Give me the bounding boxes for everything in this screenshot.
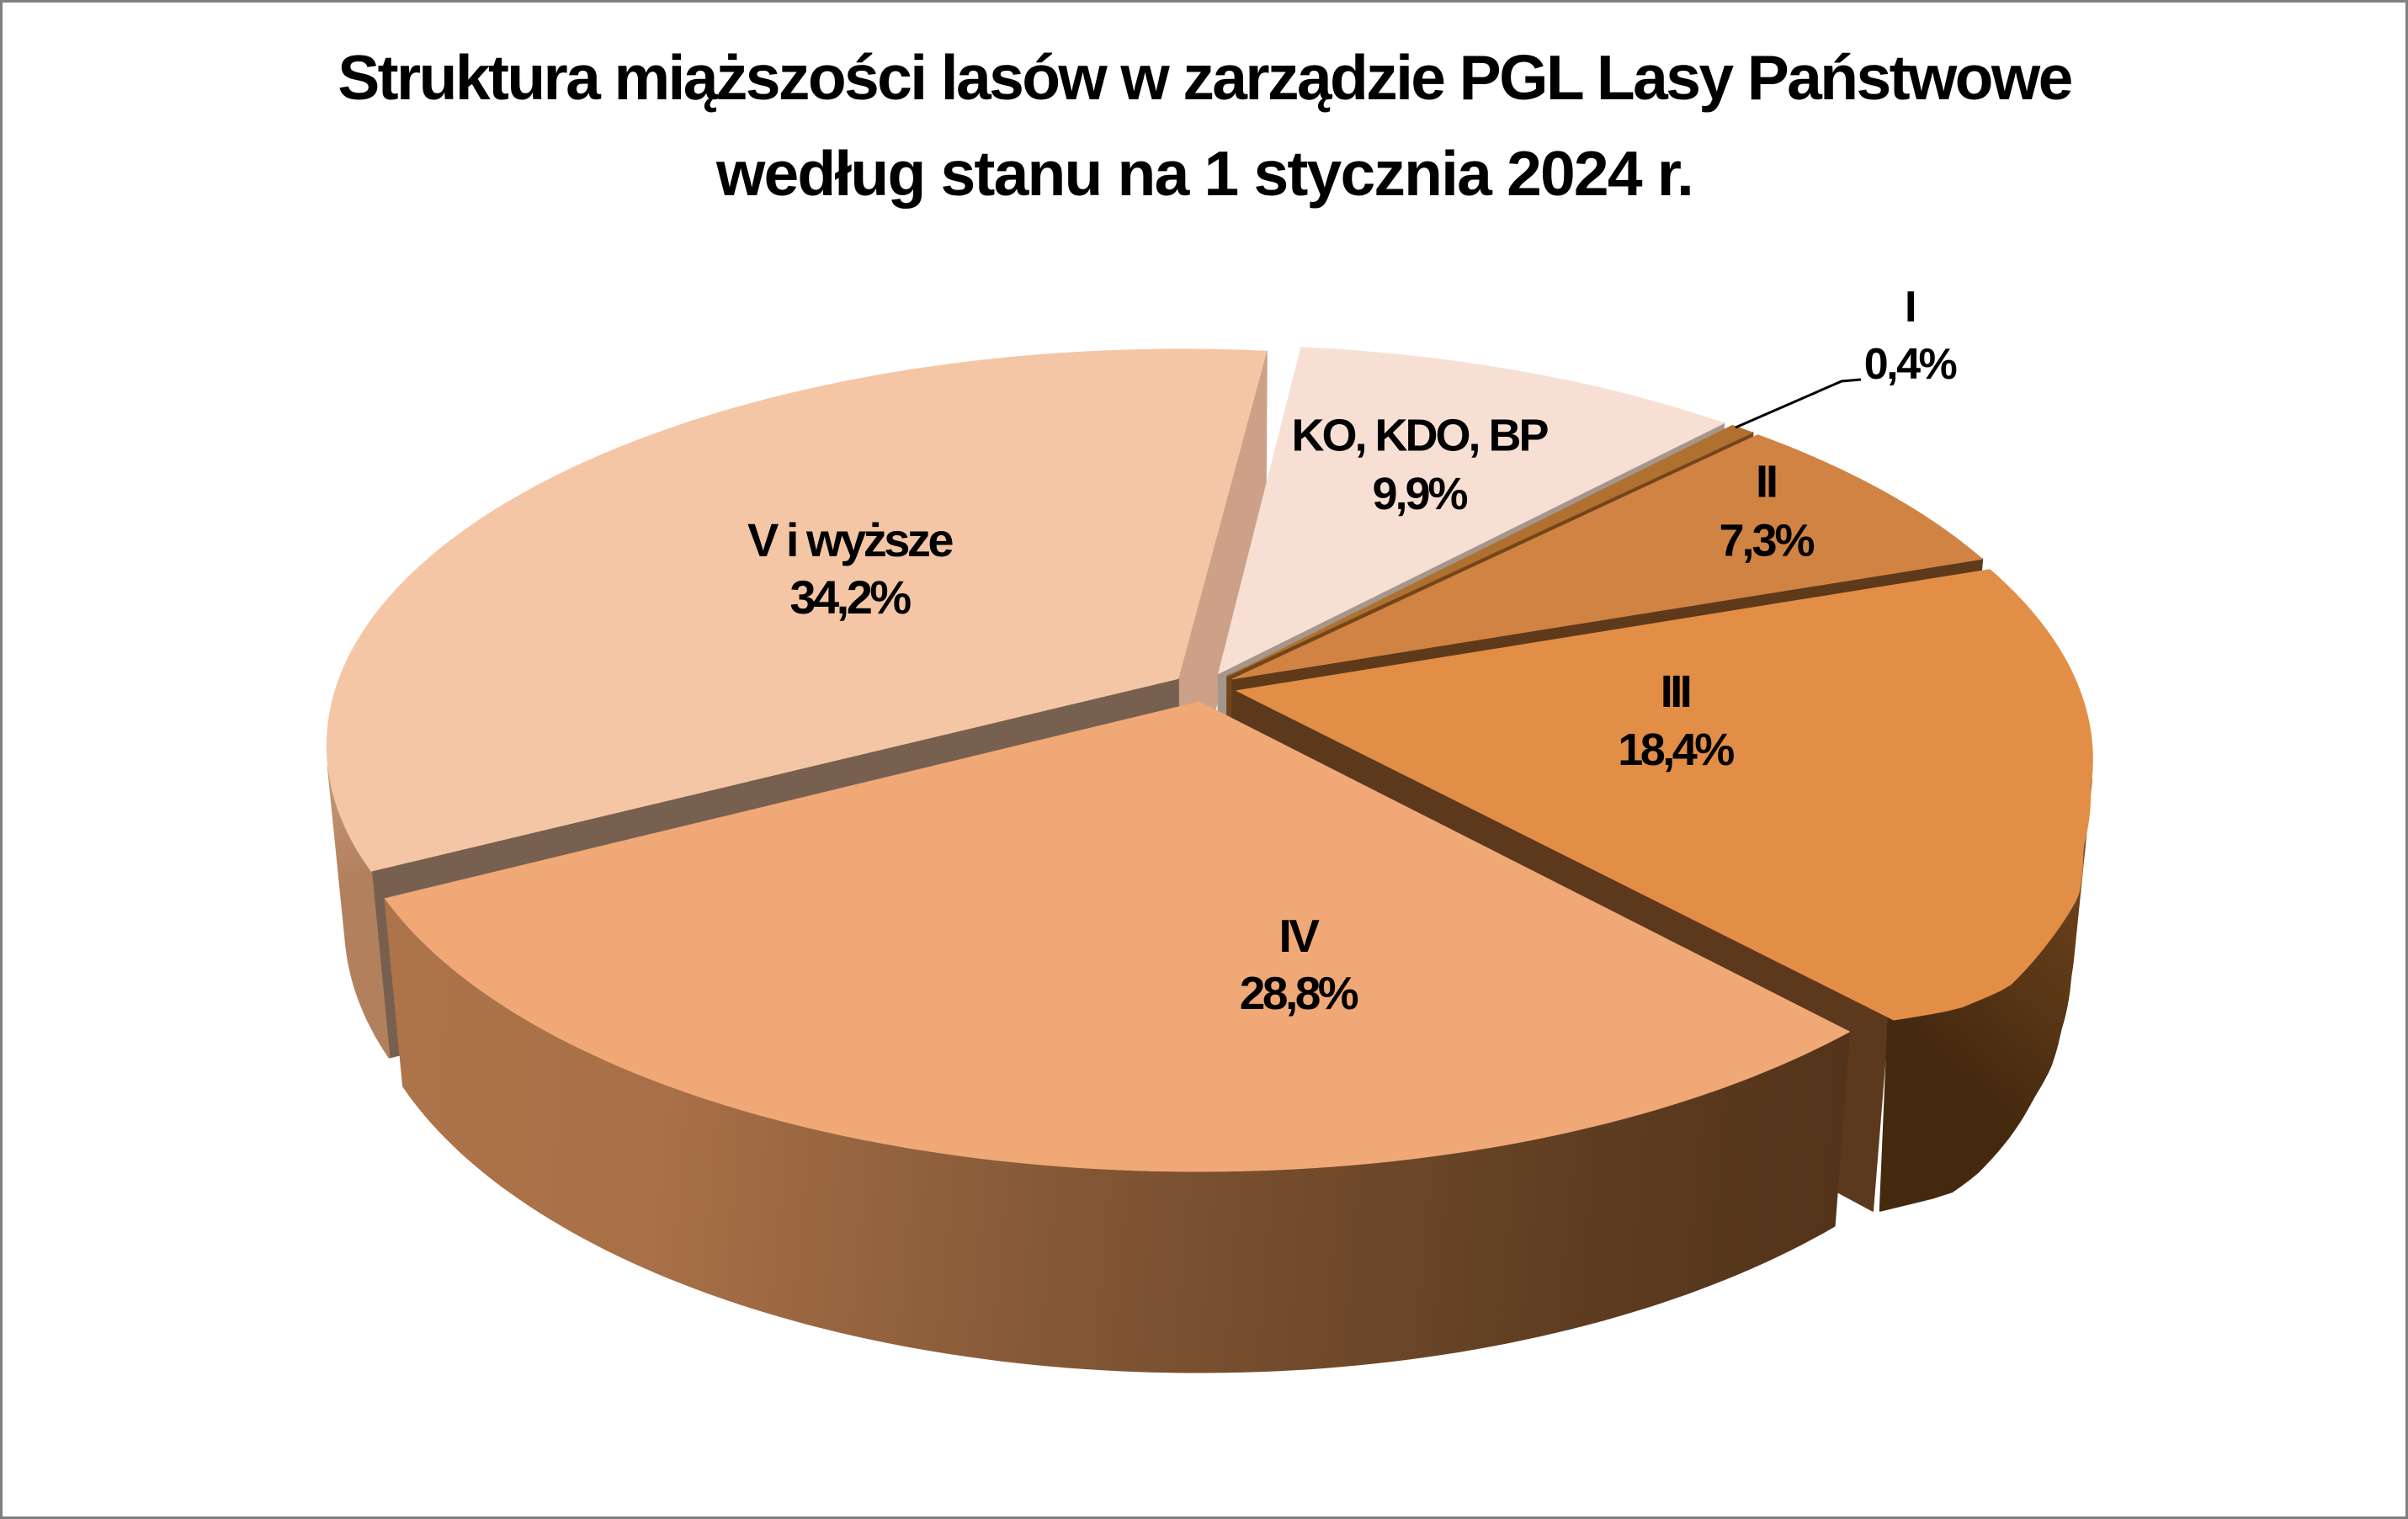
- svg-text:34,2%: 34,2%: [789, 571, 911, 624]
- svg-text:28,8%: 28,8%: [1240, 967, 1358, 1019]
- svg-text:18,4%: 18,4%: [1618, 725, 1734, 775]
- svg-text:Struktura miąższości lasów w z: Struktura miąższości lasów w zarządzie P…: [338, 42, 2071, 113]
- svg-text:III: III: [1661, 667, 1690, 717]
- svg-text:IV: IV: [1279, 910, 1321, 962]
- svg-text:II: II: [1756, 457, 1776, 507]
- svg-text:V i wyższe: V i wyższe: [747, 513, 953, 566]
- svg-text:I: I: [1905, 283, 1915, 332]
- svg-text:0,4%: 0,4%: [1864, 340, 1957, 389]
- svg-text:KO, KDO, BP: KO, KDO, BP: [1291, 411, 1548, 461]
- svg-text:7,3%: 7,3%: [1719, 516, 1814, 566]
- svg-text:według stanu na 1 stycznia 202: według stanu na 1 stycznia 2024 r.: [715, 138, 1693, 209]
- svg-text:9,9%: 9,9%: [1372, 469, 1467, 519]
